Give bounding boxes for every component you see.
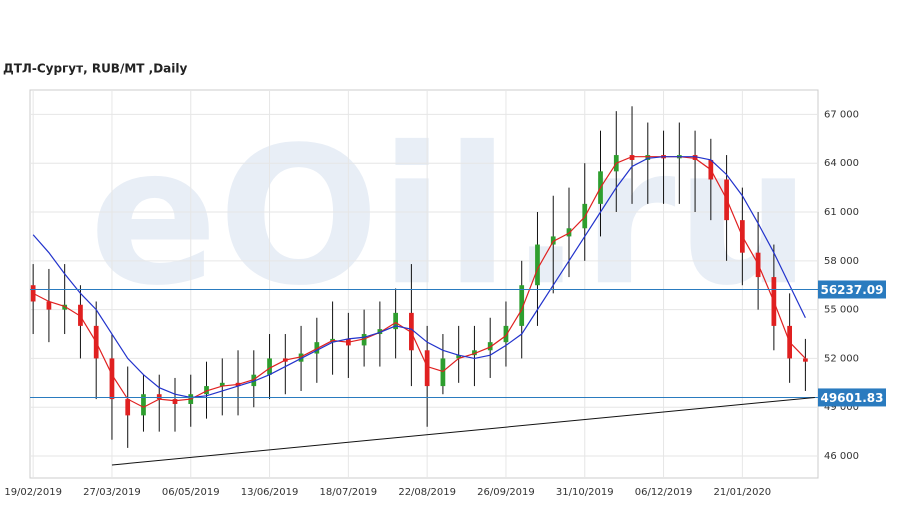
candle-body — [393, 312, 398, 330]
x-tick-label: 26/09/2019 — [477, 487, 535, 498]
candle-body — [172, 399, 178, 404]
candle-body — [440, 358, 446, 387]
candle-body — [125, 399, 131, 416]
candle-body — [156, 394, 162, 400]
candle-body — [62, 304, 68, 310]
candle-body — [645, 155, 651, 160]
candle-body — [535, 244, 540, 286]
candle-body — [629, 155, 635, 160]
trend-line — [111, 396, 815, 466]
candle-body — [503, 325, 509, 343]
y-tick-label: 67 000 — [824, 109, 859, 120]
y-tick-label: 55 000 — [824, 305, 859, 316]
candle-body — [314, 342, 320, 354]
candle-body — [109, 358, 115, 400]
candle-body — [377, 329, 383, 335]
x-tick-label: 21/01/2020 — [714, 487, 772, 498]
x-tick-label: 27/03/2019 — [83, 487, 141, 498]
x-tick-label: 06/12/2019 — [635, 487, 693, 498]
chart-title: ДТЛ-Сургут, RUB/MT ,Daily — [3, 62, 187, 76]
candle-body — [141, 394, 146, 416]
level-label-box — [818, 280, 886, 299]
y-tick-label: 49 000 — [824, 402, 859, 413]
candle-body — [267, 358, 272, 375]
y-tick-label: 61 000 — [824, 207, 859, 218]
y-tick-label: 52 000 — [824, 353, 859, 364]
candle-body — [472, 350, 477, 356]
candle-body — [78, 304, 83, 326]
candle-body — [456, 355, 462, 359]
x-tick-label: 18/07/2019 — [320, 487, 378, 498]
y-tick-label: 58 000 — [824, 256, 859, 267]
level-label: 49601.83 — [820, 391, 883, 405]
candle-body — [409, 312, 414, 351]
x-tick-label: 06/05/2019 — [162, 487, 220, 498]
moving-average-line — [32, 156, 806, 399]
x-tick-label: 22/08/2019 — [398, 487, 456, 498]
candle-body — [361, 334, 367, 346]
x-tick-label: 13/06/2019 — [241, 487, 299, 498]
candle-body — [424, 350, 430, 387]
candle-body — [803, 358, 808, 362]
level-label: 56237.09 — [820, 283, 883, 297]
level-label-box — [818, 388, 886, 407]
x-tick-label: 19/02/2019 — [4, 487, 62, 498]
watermark: eOil.ru — [89, 106, 811, 327]
y-tick-label: 64 000 — [824, 158, 859, 169]
candle-body — [204, 386, 209, 395]
candle-body — [487, 342, 493, 351]
candle-body — [519, 285, 525, 326]
candle-body — [298, 353, 304, 362]
candle-body — [251, 374, 257, 387]
candle-body — [219, 382, 225, 387]
candle-body — [550, 236, 556, 245]
candle-body — [46, 301, 52, 310]
candle-body — [692, 155, 698, 160]
x-tick-label: 31/10/2019 — [556, 487, 614, 498]
y-tick-label: 46 000 — [824, 451, 859, 462]
